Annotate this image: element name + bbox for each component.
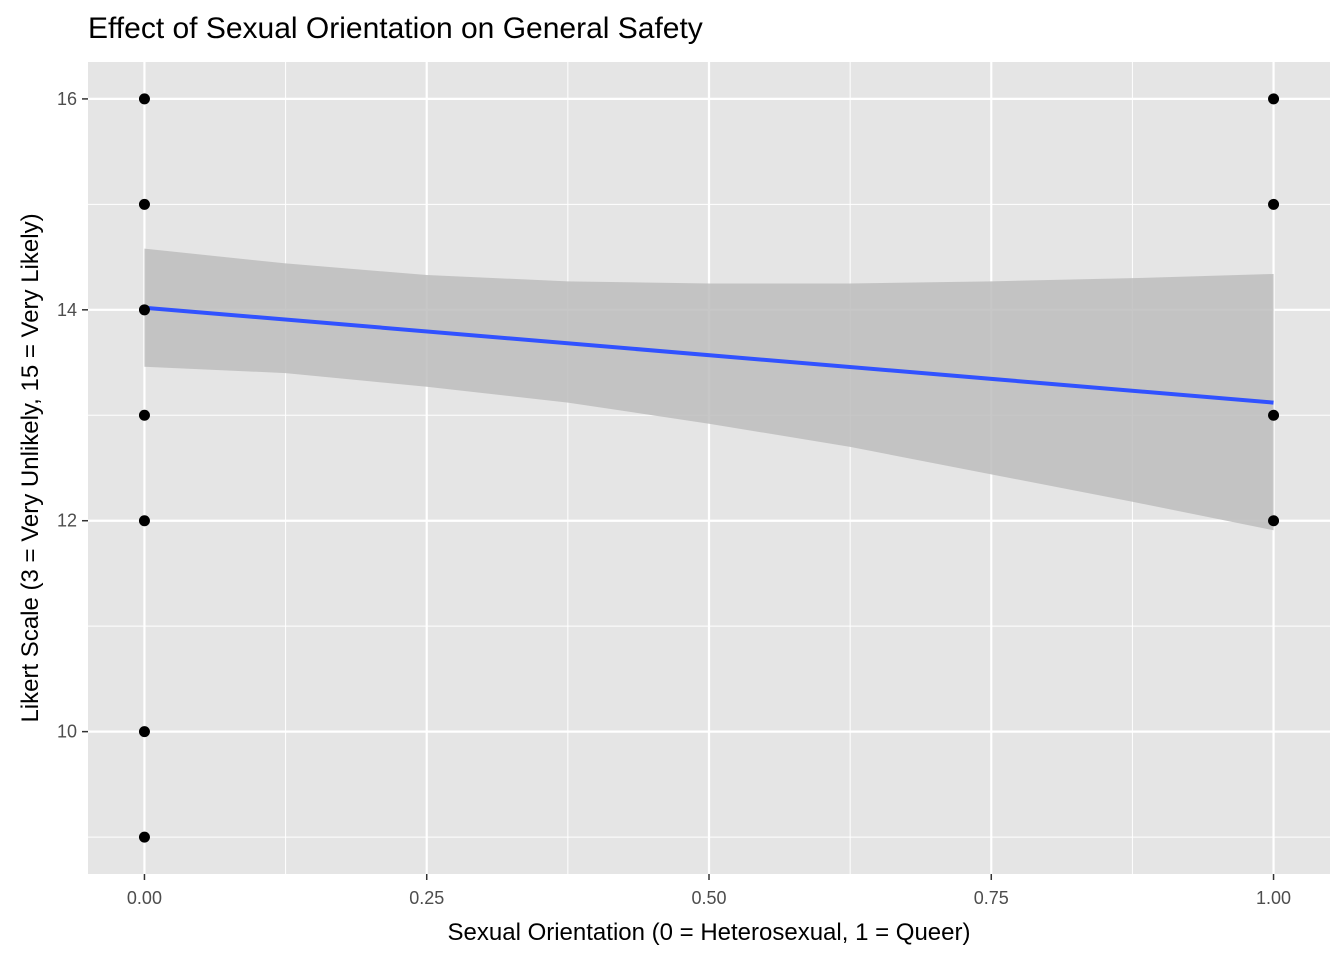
fit-line-layer [144, 305, 1274, 405]
x-tick-label: 1.00 [1256, 888, 1291, 908]
y-tick-label: 10 [57, 722, 77, 742]
data-point [1268, 93, 1280, 105]
data-points [138, 93, 1280, 843]
confidence-band [144, 248, 1274, 531]
y-tick-label: 14 [57, 300, 77, 320]
chart-title: Effect of Sexual Orientation on General … [88, 12, 703, 45]
data-point [138, 409, 150, 421]
x-axis-title: Sexual Orientation (0 = Heterosexual, 1 … [448, 919, 971, 946]
y-tick-label: 12 [57, 511, 77, 531]
x-tick-label: 0.50 [691, 888, 726, 908]
data-point [138, 515, 150, 527]
y-axis-title: Likert Scale (3 = Very Unlikely, 15 = Ve… [17, 213, 44, 722]
data-point [138, 726, 150, 738]
data-point [1268, 198, 1280, 210]
data-point [138, 304, 150, 316]
data-point [138, 93, 150, 105]
data-point [1268, 515, 1280, 527]
regression-fit-line [144, 305, 1274, 405]
data-point [138, 198, 150, 210]
y-tick-label: 16 [57, 89, 77, 109]
confidence-band-layer [144, 248, 1274, 531]
data-point [138, 831, 150, 843]
data-point [1268, 409, 1280, 421]
x-tick-label: 0.75 [974, 888, 1009, 908]
x-tick-label: 0.25 [409, 888, 444, 908]
axes: 0.00 0.25 0.50 0.75 1.00 10 12 14 16 [57, 89, 1291, 908]
x-tick-label: 0.00 [127, 888, 162, 908]
